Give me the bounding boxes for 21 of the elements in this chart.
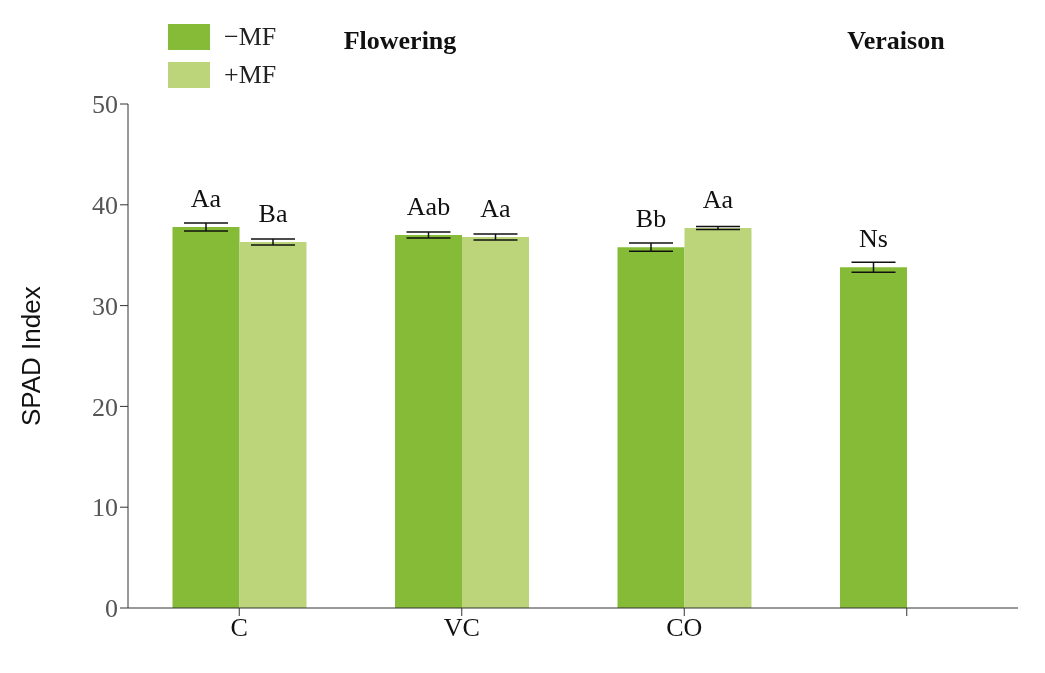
data-label: Aa [190, 183, 222, 213]
x-tick-label: CO [666, 613, 703, 643]
y-tick-label: 30 [92, 291, 118, 321]
x-tick-label: C [230, 613, 248, 643]
data-label: Aab [406, 192, 451, 222]
data-label: Bb [635, 204, 667, 234]
data-label: Aa [480, 194, 512, 224]
y-tick-label: 10 [92, 493, 118, 523]
y-tick-label: 50 [92, 90, 118, 120]
text: Flowering [343, 26, 457, 56]
data-label: Aa [702, 184, 734, 214]
x-tick-label: VC [443, 613, 480, 643]
data-label: Ns [859, 224, 888, 254]
y-tick-label: 0 [105, 594, 118, 624]
y-axis-title: SPAD Index [16, 286, 47, 426]
text: Veraison [847, 26, 945, 56]
y-tick-label: 40 [92, 191, 118, 221]
legend-label: +MF [224, 60, 277, 90]
legend-label: −MF [224, 22, 277, 52]
data-label: Ba [258, 199, 288, 229]
y-tick-label: 20 [92, 392, 118, 422]
